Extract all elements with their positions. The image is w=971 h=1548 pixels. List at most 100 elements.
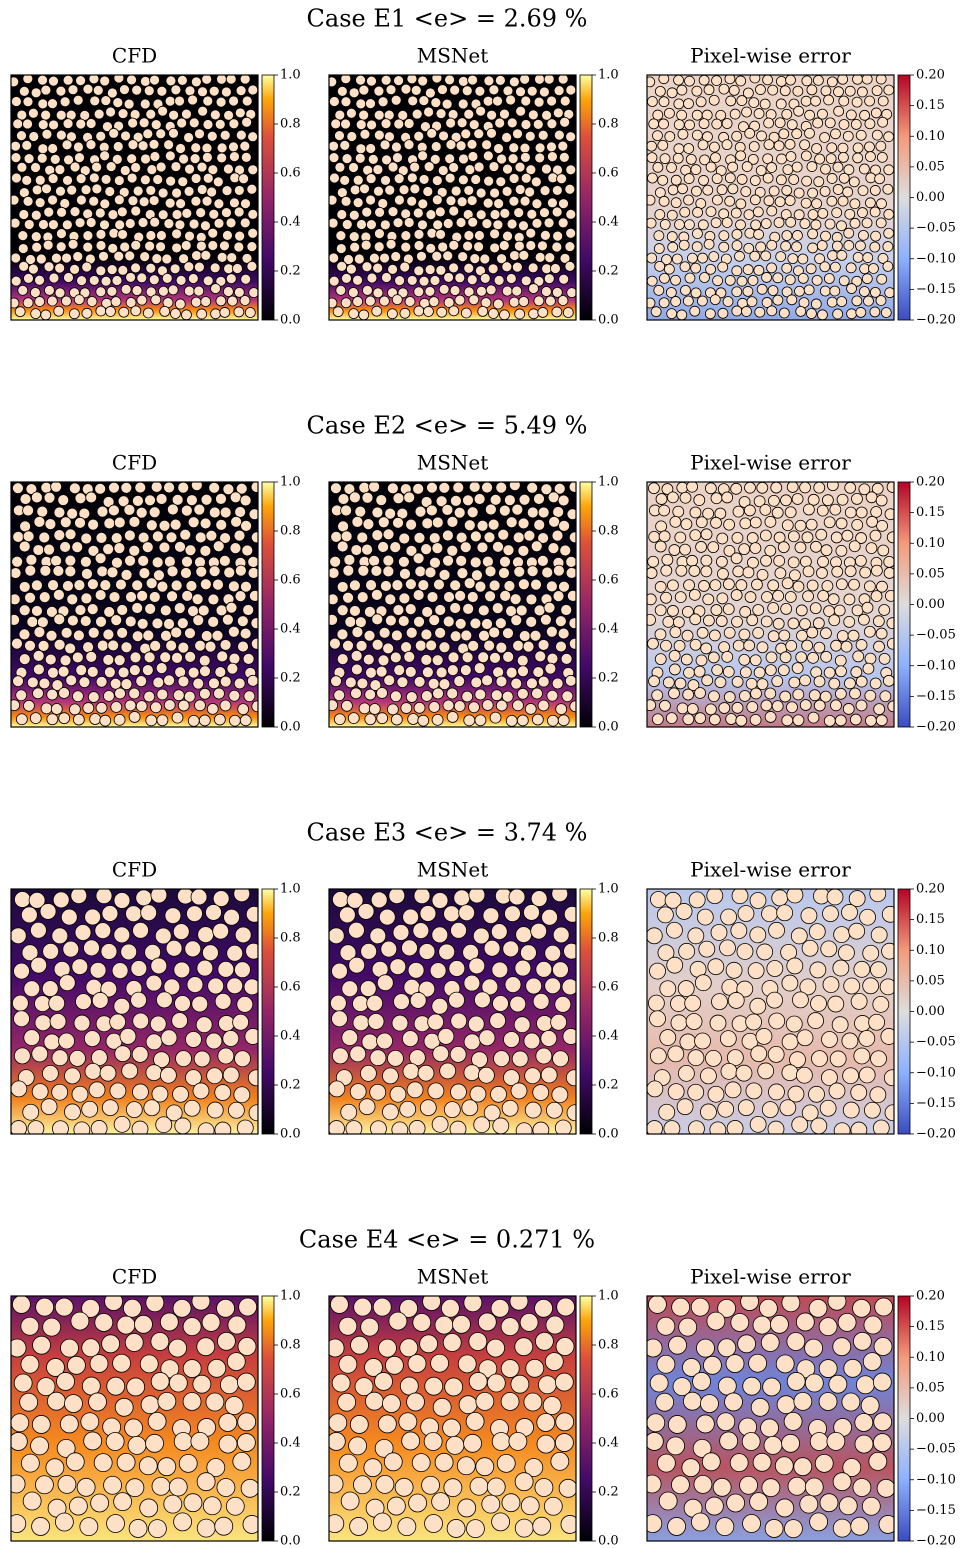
colorbar-tick-label: 0.15: [916, 912, 945, 927]
colorbar-tick-label: 0.6: [280, 980, 301, 995]
colorbar-tick-label: 0.6: [280, 1387, 301, 1402]
colorbar-tick-label: −0.20: [916, 720, 956, 735]
colorbar-tick-label: 1.0: [598, 68, 619, 83]
colorbar-tick-label: 0.6: [280, 573, 301, 588]
colorbar-tick-label: −0.10: [916, 1472, 956, 1487]
colorbar-tick-label: 0.10: [916, 536, 945, 551]
colorbar-tick-label: 0.15: [916, 1319, 945, 1334]
colorbar-tick-label: 0.05: [916, 566, 945, 581]
heatmap-panel: [325, 1292, 579, 1541]
colorbar-tick-label: 0.0: [280, 1127, 301, 1142]
colorbar-tick-label: 1.0: [598, 475, 619, 490]
heatmap-panel: [328, 886, 583, 1139]
heatmap-panel: [327, 480, 581, 727]
colorbar-tick-label: 0.2: [280, 1078, 301, 1093]
colorbar-tick-label: 0.0: [598, 1534, 619, 1548]
colorbar-tick-label: 1.0: [280, 475, 301, 490]
colorbar-tick-label: 0.8: [598, 524, 619, 539]
colorbar-tick-label: 0.00: [916, 1004, 945, 1019]
colorbar-tick-label: 0.05: [916, 973, 945, 988]
row-title: Case E4 <e> = 0.271 %: [299, 1226, 595, 1254]
colorbar-tick-label: 0.0: [598, 1127, 619, 1142]
colorbar: [262, 75, 274, 320]
colorbar-tick-label: −0.05: [916, 221, 956, 236]
colorbar-tick-label: 0.10: [916, 943, 945, 958]
colorbar-tick-label: 0.2: [280, 1485, 301, 1500]
colorbar-tick-label: 0.8: [598, 1338, 619, 1353]
panel-title: Pixel-wise error: [690, 1265, 851, 1289]
heatmap-panel: [10, 886, 265, 1139]
colorbar-tick-label: 1.0: [280, 882, 301, 897]
colorbar-tick-label: 0.15: [916, 505, 945, 520]
colorbar-tick-label: 0.0: [280, 720, 301, 735]
panel-title: CFD: [112, 451, 157, 475]
panel-title: MSNet: [417, 858, 489, 882]
colorbar-tick-label: −0.15: [916, 282, 956, 297]
colorbar-tick-label: 0.4: [598, 215, 619, 230]
colorbar-tick-label: 0.2: [280, 264, 301, 279]
colorbar-tick-label: 0.05: [916, 159, 945, 174]
colorbar-tick-label: 0.6: [598, 166, 619, 181]
colorbar-tick-label: 0.6: [598, 1387, 619, 1402]
colorbar-tick-label: 1.0: [598, 1289, 619, 1304]
colorbar-tick-label: 0.8: [598, 117, 619, 132]
row-title: Case E3 <e> = 3.74 %: [307, 819, 588, 847]
panel-title: MSNet: [417, 451, 489, 475]
colorbar: [580, 889, 592, 1134]
colorbar-tick-label: −0.05: [916, 628, 956, 643]
colorbar-tick-label: 0.8: [280, 524, 301, 539]
colorbar-tick-label: 1.0: [280, 68, 301, 83]
colorbar-tick-label: 0.4: [280, 622, 301, 637]
heatmap-panel: [646, 886, 901, 1139]
colorbar-tick-label: 0.0: [280, 1534, 301, 1548]
colorbar-tick-label: 0.6: [598, 980, 619, 995]
colorbar-tick-label: −0.20: [916, 313, 956, 328]
colorbar-tick-label: 0.8: [280, 931, 301, 946]
row-title: Case E2 <e> = 5.49 %: [307, 412, 588, 440]
colorbar-tick-label: 0.00: [916, 1411, 945, 1426]
colorbar-tick-label: 0.2: [598, 1485, 619, 1500]
colorbar-tick-label: −0.05: [916, 1442, 956, 1457]
colorbar-tick-label: 0.2: [280, 671, 301, 686]
colorbar-tick-label: 0.20: [916, 1289, 945, 1304]
colorbar-tick-label: 0.0: [598, 313, 619, 328]
colorbar-tick-label: −0.05: [916, 1035, 956, 1050]
colorbar-tick-label: −0.10: [916, 251, 956, 266]
colorbar-tick-label: 0.0: [280, 313, 301, 328]
colorbar-tick-label: 0.8: [598, 931, 619, 946]
heatmap-panel: [645, 73, 895, 320]
colorbar: [898, 1296, 910, 1541]
heatmap-panel: [327, 73, 577, 320]
colorbar-tick-label: 0.00: [916, 190, 945, 205]
colorbar-tick-label: 0.4: [598, 1029, 619, 1044]
colorbar: [898, 75, 910, 320]
colorbar-tick-label: 0.4: [280, 1029, 301, 1044]
row-title: Case E1 <e> = 2.69 %: [307, 5, 588, 33]
colorbar-tick-label: 1.0: [598, 882, 619, 897]
colorbar-tick-label: 0.8: [280, 117, 301, 132]
colorbar-tick-label: 0.2: [598, 671, 619, 686]
colorbar-tick-label: 0.05: [916, 1380, 945, 1395]
colorbar: [580, 75, 592, 320]
colorbar: [580, 1296, 592, 1541]
panel-title: Pixel-wise error: [690, 858, 851, 882]
heatmap-panel: [645, 480, 899, 727]
panel-title: MSNet: [417, 1265, 489, 1289]
colorbar: [898, 482, 910, 727]
colorbar-tick-label: −0.10: [916, 658, 956, 673]
panel-title: CFD: [112, 44, 157, 68]
panel-title: MSNet: [417, 44, 489, 68]
panel-title: CFD: [112, 1265, 157, 1289]
heatmap-panel: [9, 480, 263, 727]
colorbar-tick-label: 0.20: [916, 68, 945, 83]
heatmap-panel: [7, 1292, 261, 1541]
colorbar-tick-label: −0.15: [916, 1503, 956, 1518]
heatmap-panel: [9, 73, 259, 320]
colorbar-tick-label: 0.20: [916, 475, 945, 490]
colorbar-tick-label: 0.4: [280, 1436, 301, 1451]
panel-title: Pixel-wise error: [690, 44, 851, 68]
colorbar-tick-label: 0.6: [280, 166, 301, 181]
colorbar-tick-label: 0.0: [598, 720, 619, 735]
